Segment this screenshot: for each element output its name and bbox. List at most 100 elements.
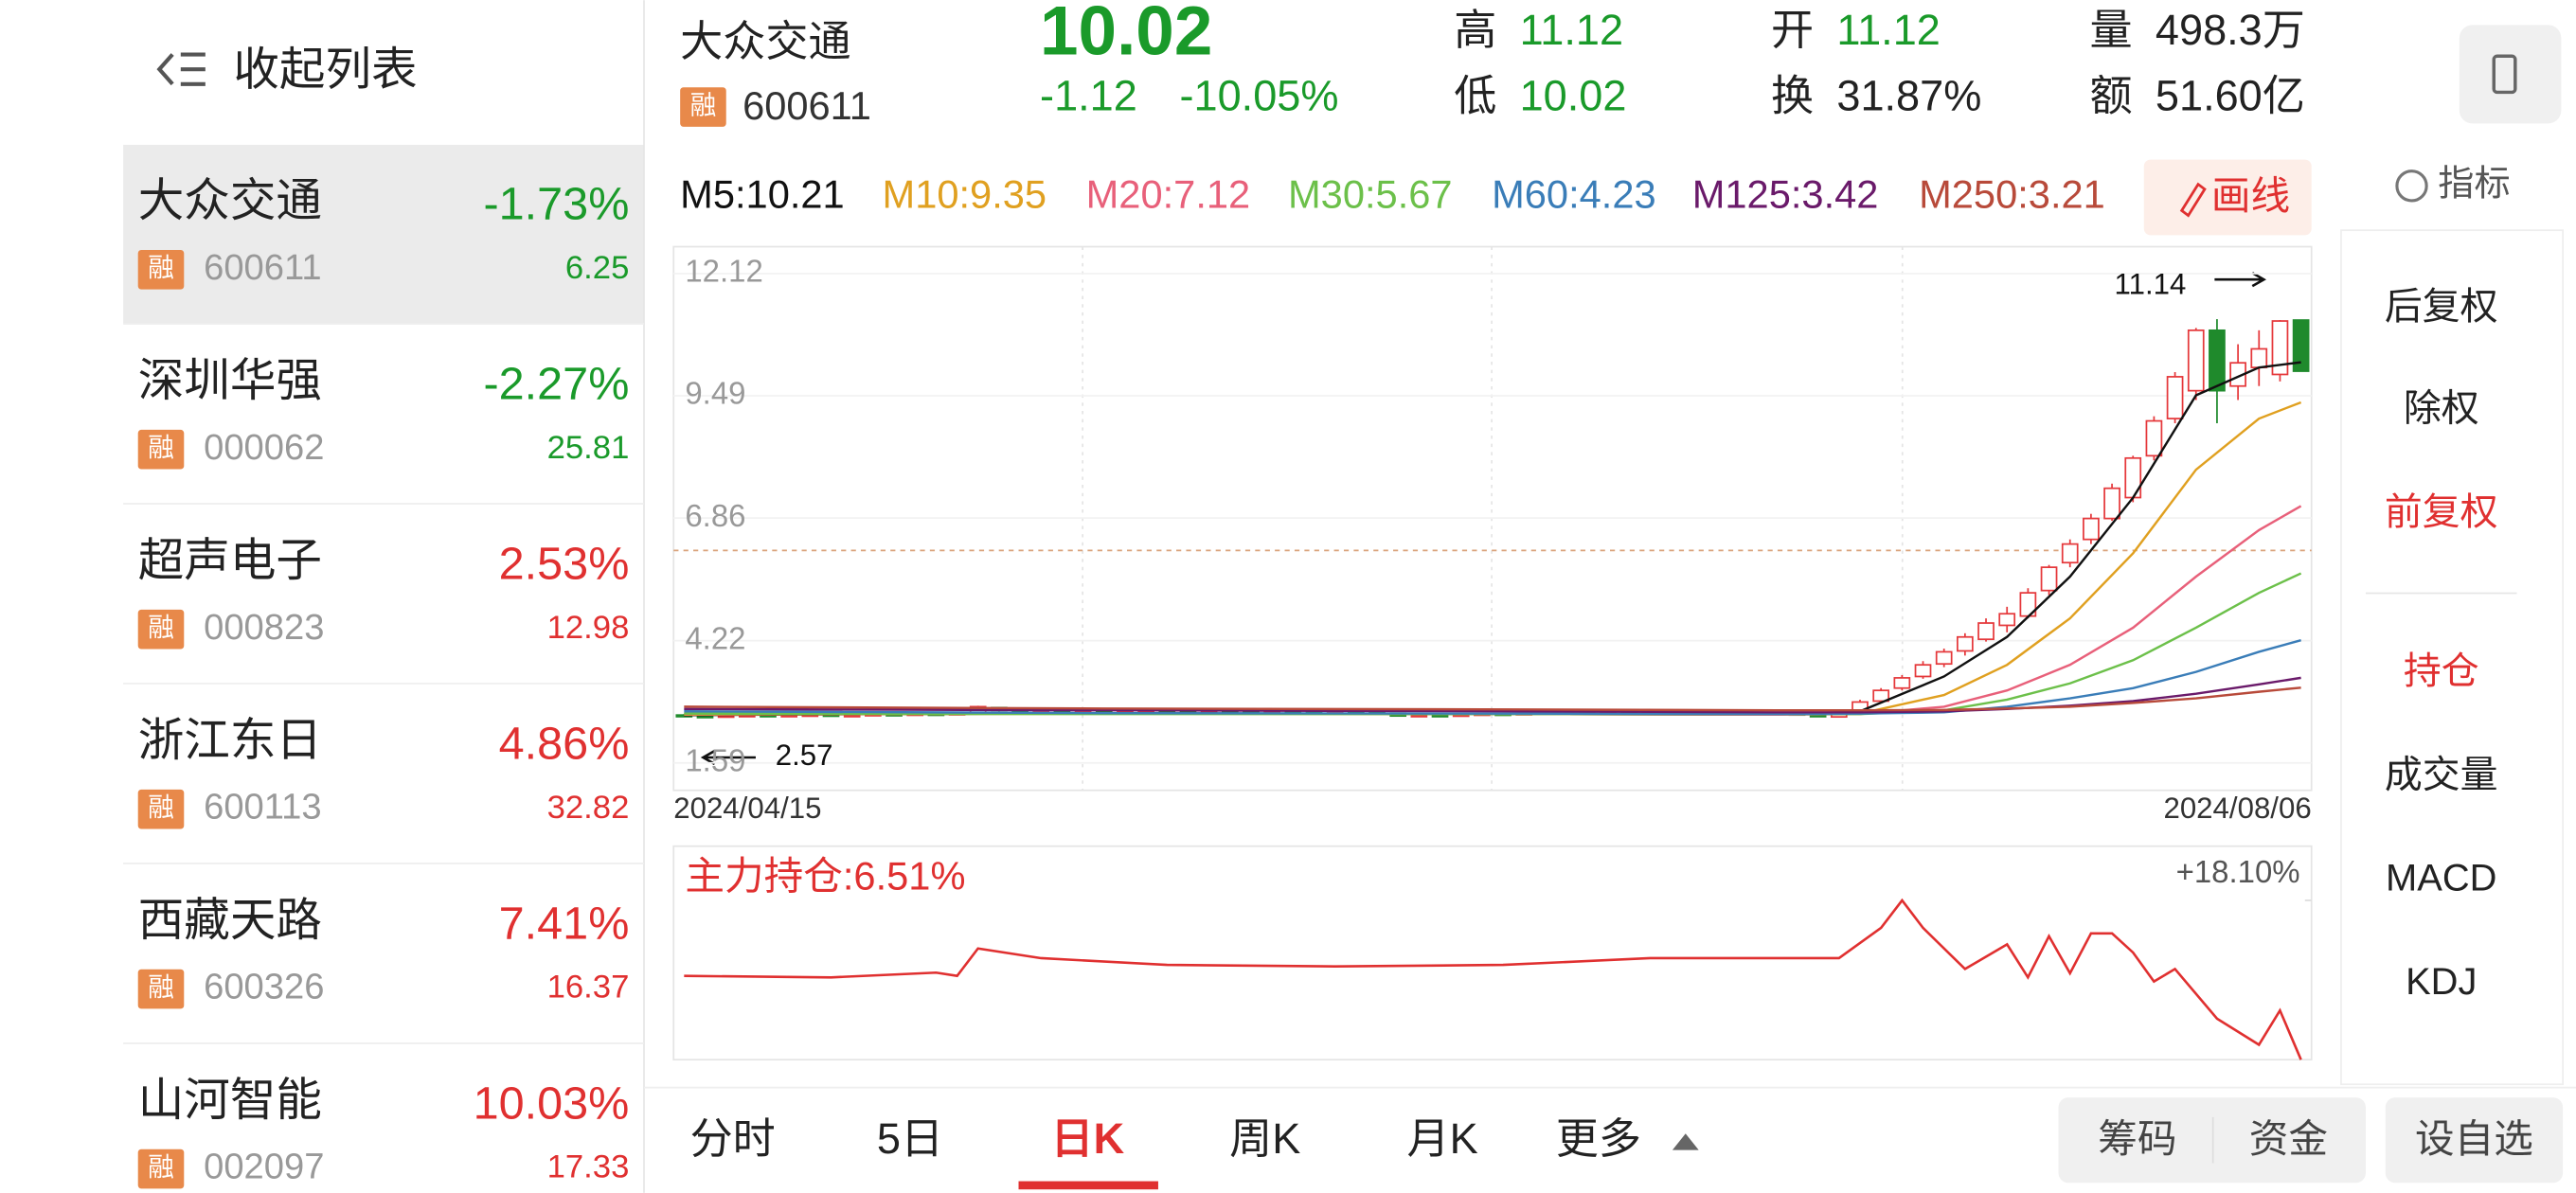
candle-body [1998,613,2016,627]
stock-name[interactable]: 深圳华强 [138,355,322,406]
draw-button[interactable] [2143,159,2312,236]
phone-icon [2492,54,2517,95]
candle-body [696,715,714,719]
stock-change: -1.73% [484,179,630,230]
candle-body [2083,517,2100,541]
y-tick-label: 6.86 [685,498,745,533]
draw-label[interactable]: 画线 [2211,173,2290,218]
position-line [684,898,2302,1060]
candle-body [2124,456,2142,499]
stock-code: 600611 [204,247,322,288]
header-change-pct: -10.05% [1180,71,1339,119]
stock-name[interactable]: 西藏天路 [138,895,322,946]
candle-body [2292,319,2310,372]
stat-label: 量 [2090,6,2133,54]
badge: 融 [690,90,717,119]
candle-body [2103,487,2120,520]
stat-label: 额 [2090,71,2133,119]
sidebar-item[interactable]: KDJ [2406,961,2477,1003]
candle-body [1935,650,1953,666]
candle-body [2271,320,2289,376]
candle-body [1893,677,1911,689]
gauge-icon [2395,169,2428,203]
sidebar-item[interactable]: MACD [2386,858,2496,899]
stock-code: 000062 [204,427,324,468]
badge-box [137,249,185,290]
stat-label: 换 [1771,71,1814,119]
badge-box [137,969,185,1009]
badge-box [137,609,185,650]
button-label[interactable]: 筹码 [2098,1116,2176,1161]
tab-underline [1018,1181,1158,1190]
badge: 融 [148,972,174,1002]
stock-name[interactable]: 浙江东日 [138,715,322,766]
badge: 融 [148,792,174,822]
badge-box [680,87,726,127]
tab[interactable]: 日K [1051,1114,1125,1163]
selected-row [123,144,644,325]
stat-value: 11.12 [1520,6,1624,54]
candle-body [1872,689,1890,703]
badge: 融 [148,1152,174,1182]
header-code: 600611 [742,83,871,128]
candle-body [2040,566,2058,592]
candle-body [2166,376,2184,419]
collapse-label[interactable]: 收起列表 [233,44,417,95]
position-frame [672,845,2313,1061]
header-change: -1.12 [1040,71,1137,119]
candle-body [1977,622,1995,641]
stat-value: 10.02 [1520,71,1627,119]
tab[interactable]: 月K [1406,1114,1477,1163]
ma-line [684,686,2301,712]
stat-label: 高 [1454,6,1496,54]
stock-name[interactable]: 大众交通 [138,175,322,226]
sidebar-item[interactable]: 成交量 [2385,754,2498,795]
y-tick-label: 4.22 [685,620,745,655]
stock-code: 600113 [204,787,322,828]
candle-body [2061,543,2079,564]
switch-button[interactable] [2459,25,2562,124]
date-label: 2024/08/06 [2163,792,2311,825]
stock-change: -2.27% [484,359,630,410]
stock-name[interactable]: 山河智能 [138,1075,322,1126]
candle-body [2250,347,2268,368]
tab[interactable]: 周K [1229,1114,1300,1163]
ma-legend: M125:3.42 [1692,171,1879,216]
tab[interactable]: 更多 [1556,1114,1641,1163]
stock-name[interactable]: 超声电子 [138,535,322,586]
more-arrow [1672,1133,1699,1150]
max-annotation: 11.14 [2115,267,2187,300]
min-annotation: 2.57 [776,739,833,772]
stat-value: 498.3万 [2156,6,2305,54]
stock-change: 2.53% [499,539,630,590]
sidebar-item[interactable]: 除权 [2404,388,2479,430]
sidebar-item[interactable]: 前复权 [2385,491,2498,533]
sidebar-item[interactable]: 持仓 [2404,650,2479,692]
stock-price: 6.25 [565,250,630,286]
stat-label: 开 [1771,6,1814,54]
favorite-button[interactable] [2385,1097,2564,1184]
stat-label: 低 [1454,71,1496,119]
stock-code: 000823 [204,607,324,648]
stat-value: 51.60亿 [2156,71,2305,119]
badge-box [137,1148,185,1189]
position-title: 主力持仓:6.51% [685,853,965,898]
stat-value: 11.12 [1836,6,1940,54]
tab[interactable]: 5日 [877,1114,943,1163]
badge-box [137,429,185,470]
sidebar-item[interactable]: 后复权 [2385,286,2498,328]
ma-legend: M30:5.67 [1288,171,1453,216]
y-tick-label: 1.59 [685,742,745,777]
button-label[interactable]: 资金 [2249,1116,2328,1161]
indicator-title[interactable]: 指标 [2438,163,2510,204]
candle-body [2209,329,2226,392]
collapse-icon[interactable] [156,52,206,86]
badge: 融 [148,433,174,462]
stat-value: 31.87% [1836,71,1981,119]
tab[interactable]: 分时 [690,1114,776,1163]
header-price: 10.02 [1040,0,1212,70]
button-label[interactable]: 设自选 [2415,1116,2533,1161]
ma-legend: M250:3.21 [1919,171,2105,216]
